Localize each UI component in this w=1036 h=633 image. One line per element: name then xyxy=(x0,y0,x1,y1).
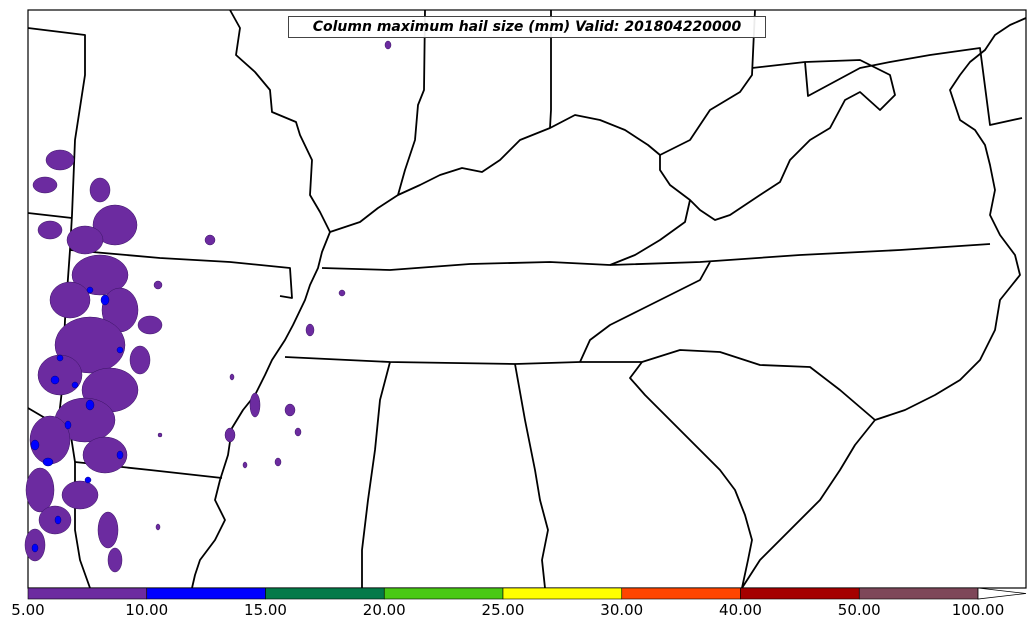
tennessee-nc-border xyxy=(579,261,711,363)
colorbar-tick-label: 10.00 xyxy=(125,601,169,619)
atlantic-coast xyxy=(741,17,1027,589)
maryland-border xyxy=(804,47,1023,126)
kansas-oklahoma-border xyxy=(27,212,73,219)
colorbar-tick-label: 5.00 xyxy=(11,601,45,619)
state-borders xyxy=(27,9,1027,589)
wv-east-border xyxy=(659,59,896,221)
colorbar-tick-label: 20.00 xyxy=(362,601,406,619)
colorbar-segment xyxy=(27,587,148,600)
missouri-arkansas-border xyxy=(27,27,86,251)
illinois-indiana-border xyxy=(397,9,426,196)
colorbar-tick-label: 100.00 xyxy=(951,601,1005,619)
kentucky-tennessee-border xyxy=(321,261,611,271)
alabama-georgia-border xyxy=(514,363,549,589)
mississippi-river xyxy=(191,9,331,589)
colorbar-segment xyxy=(858,587,979,600)
colorbar-tick-label: 15.00 xyxy=(244,601,287,619)
map-title: Column maximum hail size (mm) Valid: 201… xyxy=(288,16,766,38)
arkansas-north-border xyxy=(69,249,293,299)
mississippi-alabama-border xyxy=(361,361,391,588)
map-frame xyxy=(27,9,1027,589)
ohio-river xyxy=(329,114,661,233)
colorbar-tick-label: 25.00 xyxy=(481,601,525,619)
hail-contours-10mm xyxy=(30,286,124,553)
colorbar-tick-label: 40.00 xyxy=(719,601,762,619)
colorbar-segment xyxy=(621,587,741,600)
colorbar-segment xyxy=(265,587,385,600)
ohio-wv-border xyxy=(659,9,756,156)
nc-sc-border xyxy=(641,349,876,421)
colorbar-segment xyxy=(740,587,860,600)
colorbar xyxy=(27,587,1027,600)
indiana-ohio-border xyxy=(549,10,552,129)
kentucky-virginia-border xyxy=(609,199,691,266)
colorbar-tick-label: 30.00 xyxy=(600,601,644,619)
virginia-nc-border xyxy=(609,243,991,266)
georgia-sc-border xyxy=(629,361,753,589)
colorbar-segment xyxy=(146,587,266,600)
colorbar-segment xyxy=(502,587,623,600)
colorbar-segment xyxy=(383,587,504,600)
colorbar-extend-arrow xyxy=(977,587,1027,600)
colorbar-tick-label: 50.00 xyxy=(837,601,881,619)
